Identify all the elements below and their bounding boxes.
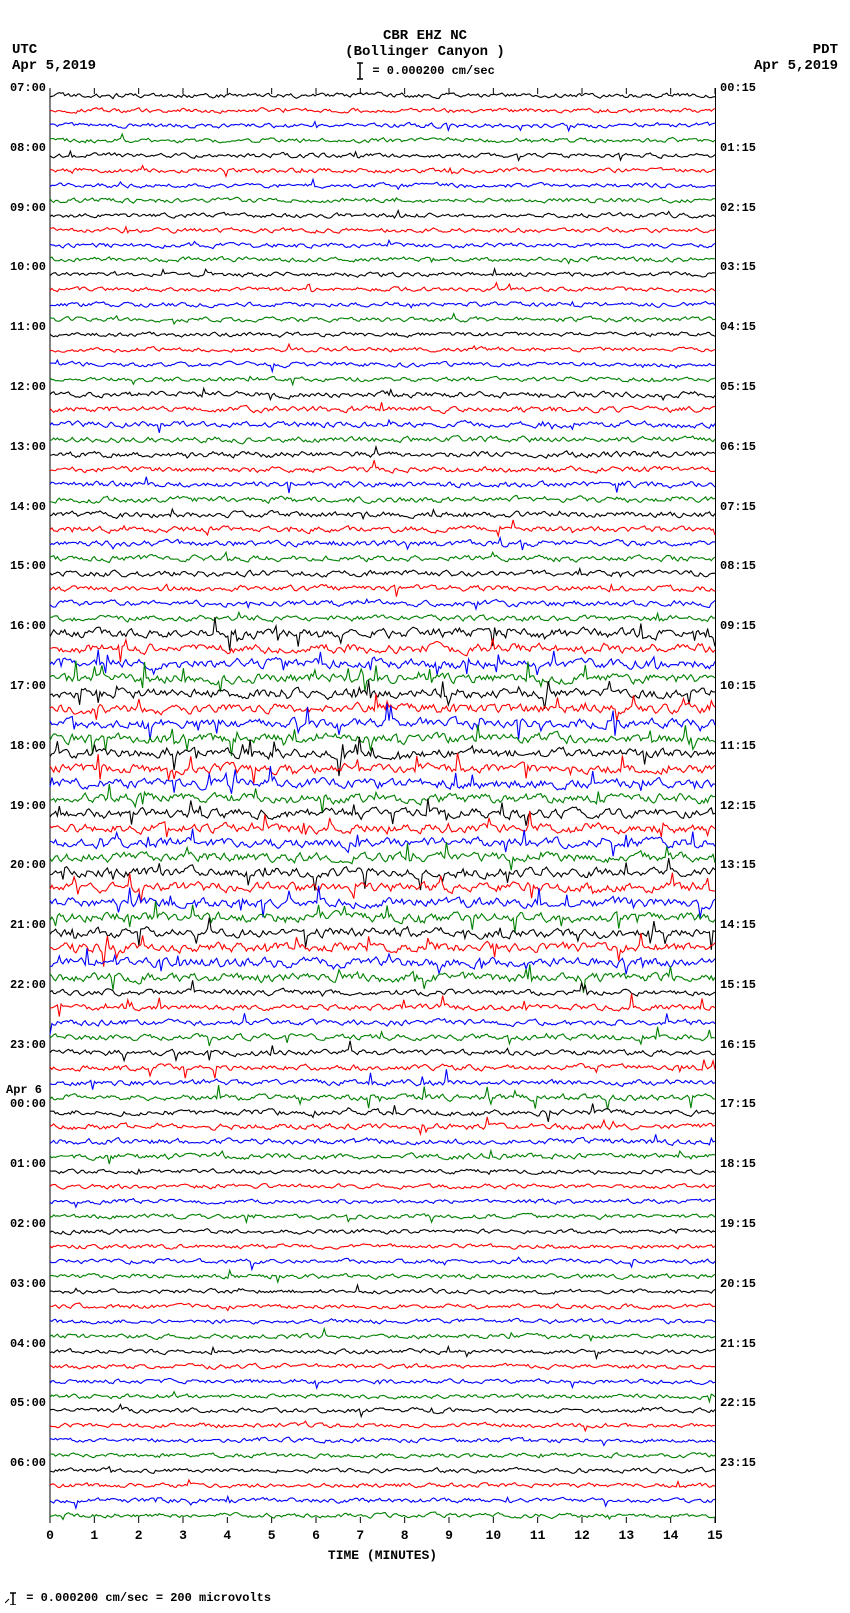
x-tick-label: 13: [611, 1528, 641, 1543]
seismogram-page: CBR EHZ NC (Bollinger Canyon ) = 0.00020…: [0, 0, 850, 1613]
local-hour-label: 09:15: [720, 619, 780, 633]
local-hour-label: 00:15: [720, 81, 780, 95]
x-tick-label: 4: [212, 1528, 242, 1543]
utc-hour-label: 16:00: [2, 619, 46, 633]
tz-left-block: UTC Apr 5,2019: [12, 42, 96, 74]
local-hour-label: 16:15: [720, 1038, 780, 1052]
local-hour-label: 15:15: [720, 978, 780, 992]
station-location: (Bollinger Canyon ): [0, 44, 850, 60]
utc-hour-label: 01:00: [2, 1157, 46, 1171]
scale-bar-icon: [5, 1591, 19, 1605]
x-tick-label: 11: [523, 1528, 553, 1543]
utc-hour-label: 20:00: [2, 858, 46, 872]
utc-hour-label: 08:00: [2, 141, 46, 155]
x-tick-label: 9: [434, 1528, 464, 1543]
utc-hour-label: 10:00: [2, 260, 46, 274]
local-hour-label: 07:15: [720, 500, 780, 514]
footer-scale: = 0.000200 cm/sec = 200 microvolts: [5, 1591, 271, 1605]
tz-left-date: Apr 5,2019: [12, 58, 96, 74]
local-hour-label: 01:15: [720, 141, 780, 155]
utc-hour-label: 19:00: [2, 799, 46, 813]
utc-hour-label: 22:00: [2, 978, 46, 992]
local-hour-label: 11:15: [720, 739, 780, 753]
x-tick-label: 8: [390, 1528, 420, 1543]
x-tick-label: 0: [35, 1528, 65, 1543]
utc-hour-label: 11:00: [2, 320, 46, 334]
local-hour-label: 02:15: [720, 201, 780, 215]
utc-hour-label: 14:00: [2, 500, 46, 514]
tz-left-label: UTC: [12, 42, 96, 58]
utc-hour-label: 09:00: [2, 201, 46, 215]
tz-right-date: Apr 5,2019: [754, 58, 838, 74]
x-tick-label: 5: [257, 1528, 287, 1543]
utc-hour-label: 21:00: [2, 918, 46, 932]
local-hour-label: 20:15: [720, 1277, 780, 1291]
x-tick-label: 1: [79, 1528, 109, 1543]
local-hour-label: 19:15: [720, 1217, 780, 1231]
utc-hour-label: 15:00: [2, 559, 46, 573]
x-tick-label: 15: [700, 1528, 730, 1543]
local-hour-label: 17:15: [720, 1097, 780, 1111]
x-tick-label: 6: [301, 1528, 331, 1543]
utc-hour-label: 12:00: [2, 380, 46, 394]
local-hour-label: 10:15: [720, 679, 780, 693]
utc-date-marker: Apr 6: [6, 1083, 42, 1097]
local-hour-label: 22:15: [720, 1396, 780, 1410]
utc-hour-label: 17:00: [2, 679, 46, 693]
tz-right-label: PDT: [754, 42, 838, 58]
utc-hour-label: 03:00: [2, 1277, 46, 1291]
tz-right-block: PDT Apr 5,2019: [754, 42, 838, 74]
utc-hour-label: 18:00: [2, 739, 46, 753]
local-hour-label: 06:15: [720, 440, 780, 454]
local-hour-label: 08:15: [720, 559, 780, 573]
x-tick-label: 2: [124, 1528, 154, 1543]
utc-hour-label: 02:00: [2, 1217, 46, 1231]
x-tick-label: 12: [567, 1528, 597, 1543]
x-tick-label: 3: [168, 1528, 198, 1543]
local-hour-label: 18:15: [720, 1157, 780, 1171]
station-code: CBR EHZ NC: [0, 28, 850, 44]
local-hour-label: 23:15: [720, 1456, 780, 1470]
chart-header: CBR EHZ NC (Bollinger Canyon ): [0, 28, 850, 60]
x-tick-label: 10: [478, 1528, 508, 1543]
x-tick-label: 14: [656, 1528, 686, 1543]
utc-hour-label: 04:00: [2, 1337, 46, 1351]
local-hour-label: 04:15: [720, 320, 780, 334]
utc-hour-label: 00:00: [2, 1097, 46, 1111]
utc-hour-label: 07:00: [2, 81, 46, 95]
local-hour-label: 03:15: [720, 260, 780, 274]
local-hour-label: 05:15: [720, 380, 780, 394]
local-hour-label: 13:15: [720, 858, 780, 872]
local-hour-label: 21:15: [720, 1337, 780, 1351]
x-tick-label: 7: [345, 1528, 375, 1543]
utc-hour-label: 05:00: [2, 1396, 46, 1410]
utc-hour-label: 06:00: [2, 1456, 46, 1470]
local-hour-label: 14:15: [720, 918, 780, 932]
local-hour-label: 12:15: [720, 799, 780, 813]
utc-hour-label: 13:00: [2, 440, 46, 454]
utc-hour-label: 23:00: [2, 1038, 46, 1052]
seismogram-plot: [50, 88, 716, 1523]
x-axis-label: TIME (MINUTES): [50, 1548, 715, 1563]
footer-text: = 0.000200 cm/sec = 200 microvolts: [26, 1591, 271, 1605]
